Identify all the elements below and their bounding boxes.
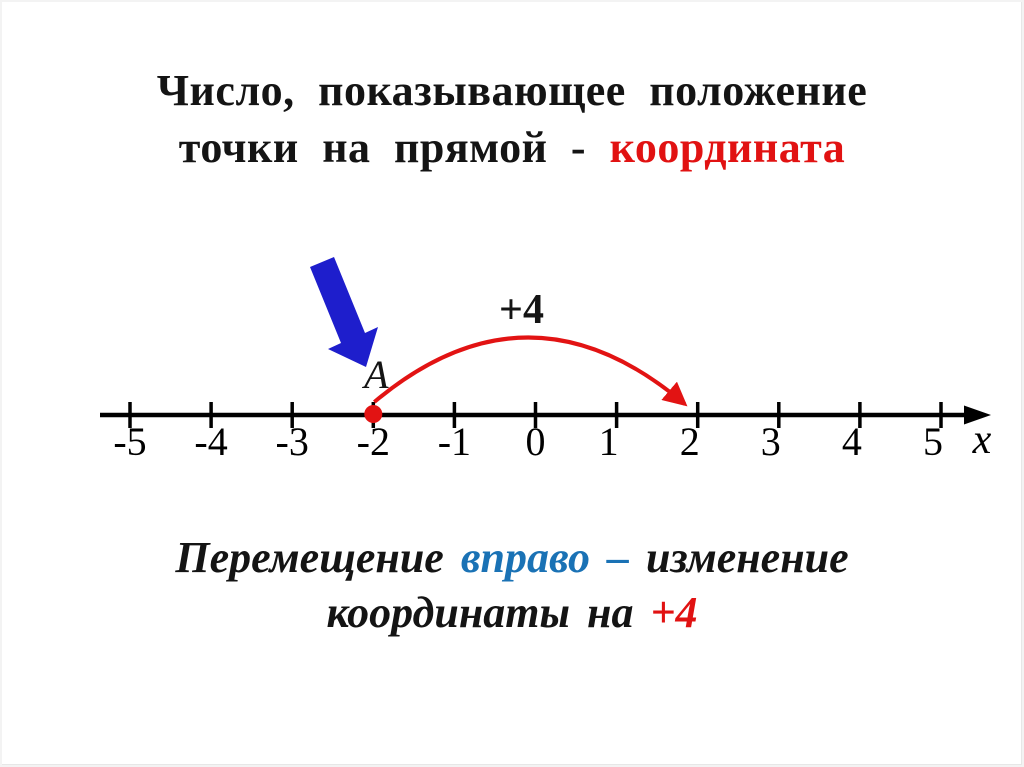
- tick-label: -4: [194, 419, 227, 464]
- jump-label: +4: [499, 287, 544, 333]
- caption-black-2: изменение: [646, 533, 849, 582]
- caption-red-value: +4: [650, 588, 698, 637]
- title-line-1: Число, показывающее положение: [156, 66, 868, 115]
- point-a-dot: [364, 405, 383, 423]
- tick-label: 2: [680, 419, 700, 464]
- caption-line-1: Перемещение вправо – изменение: [0, 530, 1024, 585]
- caption-black-3: координаты на: [326, 588, 634, 637]
- axis-ticks: -5 -4 -3 -2 -1 0 1 2 3 4 5: [113, 402, 943, 464]
- tick-label: 5: [923, 419, 943, 464]
- tick-label: 0: [526, 419, 546, 464]
- tick-label: 4: [842, 419, 862, 464]
- tick-label: 3: [761, 419, 781, 464]
- tick-label: 1: [599, 419, 619, 464]
- title-line-2: точки на прямой - координата: [0, 119, 1024, 176]
- caption: Перемещение вправо – изменение координат…: [0, 530, 1024, 640]
- axis-arrowhead: [964, 405, 991, 425]
- tick-label: -3: [276, 419, 309, 464]
- point-a-label: A: [361, 352, 389, 397]
- pointer-arrow-icon: [310, 257, 378, 367]
- axis-x-label: x: [972, 417, 992, 463]
- title-line-2-text: точки на прямой -: [178, 123, 610, 172]
- tick-label: -5: [113, 419, 146, 464]
- caption-blue-word: вправо –: [460, 533, 630, 582]
- caption-black-1: Перемещение: [175, 533, 444, 582]
- slide-title: Число, показывающее положение точки на п…: [0, 62, 1024, 176]
- caption-line-2: координаты на +4: [0, 585, 1024, 640]
- tick-label: -2: [357, 419, 390, 464]
- tick-label: -1: [438, 419, 471, 464]
- title-highlight-word: координата: [609, 123, 846, 172]
- jump-arc: [373, 335, 688, 407]
